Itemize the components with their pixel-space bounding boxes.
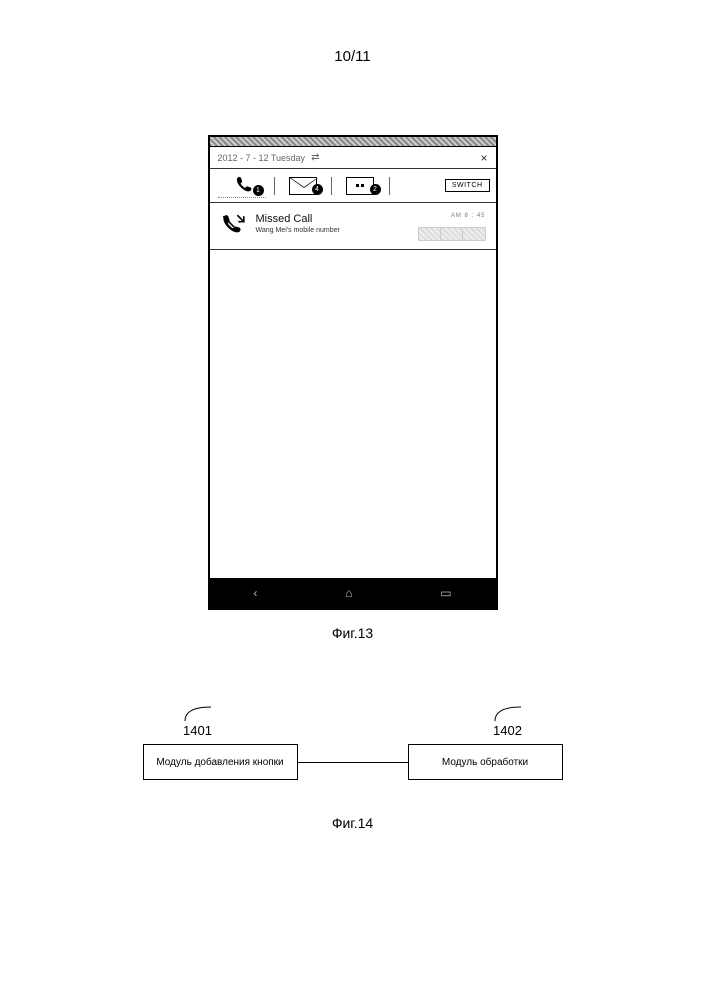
missed-call-icon xyxy=(220,213,246,239)
other-category[interactable]: 2 xyxy=(332,177,390,195)
callout-curve-icon xyxy=(493,705,523,723)
figure-13-caption: Фиг.13 xyxy=(332,625,373,641)
mail-badge: 4 xyxy=(312,184,323,195)
back-button[interactable]: ‹ xyxy=(253,586,257,600)
ref-number-1402: 1402 xyxy=(493,723,522,738)
module-box-add-button: Модуль добавления кнопки xyxy=(143,744,298,780)
content-area xyxy=(210,250,496,570)
connector-line xyxy=(298,762,408,763)
reference-1401: 1401 xyxy=(183,705,213,738)
phone-icon xyxy=(234,175,256,197)
dots-badge: 2 xyxy=(370,184,381,195)
page-number: 10/11 xyxy=(334,48,370,65)
navigation-bar: ‹ ⌂ ▭ xyxy=(210,578,496,608)
date-text: 2012 - 7 - 12 Tuesday xyxy=(218,153,306,163)
messages-category[interactable]: 4 xyxy=(274,177,332,195)
switch-button[interactable]: SWITCH xyxy=(445,179,490,192)
close-icon[interactable]: × xyxy=(480,151,487,165)
home-button[interactable]: ⌂ xyxy=(345,586,352,600)
date-left: 2012 - 7 - 12 Tuesday ⇄ xyxy=(218,152,320,163)
category-icons-row: 1 4 2 SWITCH xyxy=(210,169,496,203)
notification-item[interactable]: Missed Call Wang Mei's mobile number AM … xyxy=(210,203,496,250)
calls-underline xyxy=(218,197,266,198)
notification-thumbnail xyxy=(418,227,486,241)
calls-category[interactable]: 1 xyxy=(216,175,274,197)
calls-badge: 1 xyxy=(253,185,264,196)
module-box-processing: Модуль обработки xyxy=(408,744,563,780)
ref-number-1401: 1401 xyxy=(183,723,212,738)
callout-curve-icon xyxy=(183,705,213,723)
notification-time: AM 8 : 45 xyxy=(451,213,486,219)
phone-mockup: 2012 - 7 - 12 Tuesday ⇄ × 1 4 2 SWITCH xyxy=(208,135,498,610)
sync-icon: ⇄ xyxy=(311,152,319,163)
reference-1402: 1402 xyxy=(493,705,523,738)
status-bar-hatch xyxy=(210,137,496,147)
figure-14-caption: Фиг.14 xyxy=(332,815,373,831)
recent-button[interactable]: ▭ xyxy=(440,586,451,600)
block-diagram: 1401 1402 Модуль добавления кнопки Модул… xyxy=(143,705,563,780)
date-row: 2012 - 7 - 12 Tuesday ⇄ × xyxy=(210,147,496,169)
